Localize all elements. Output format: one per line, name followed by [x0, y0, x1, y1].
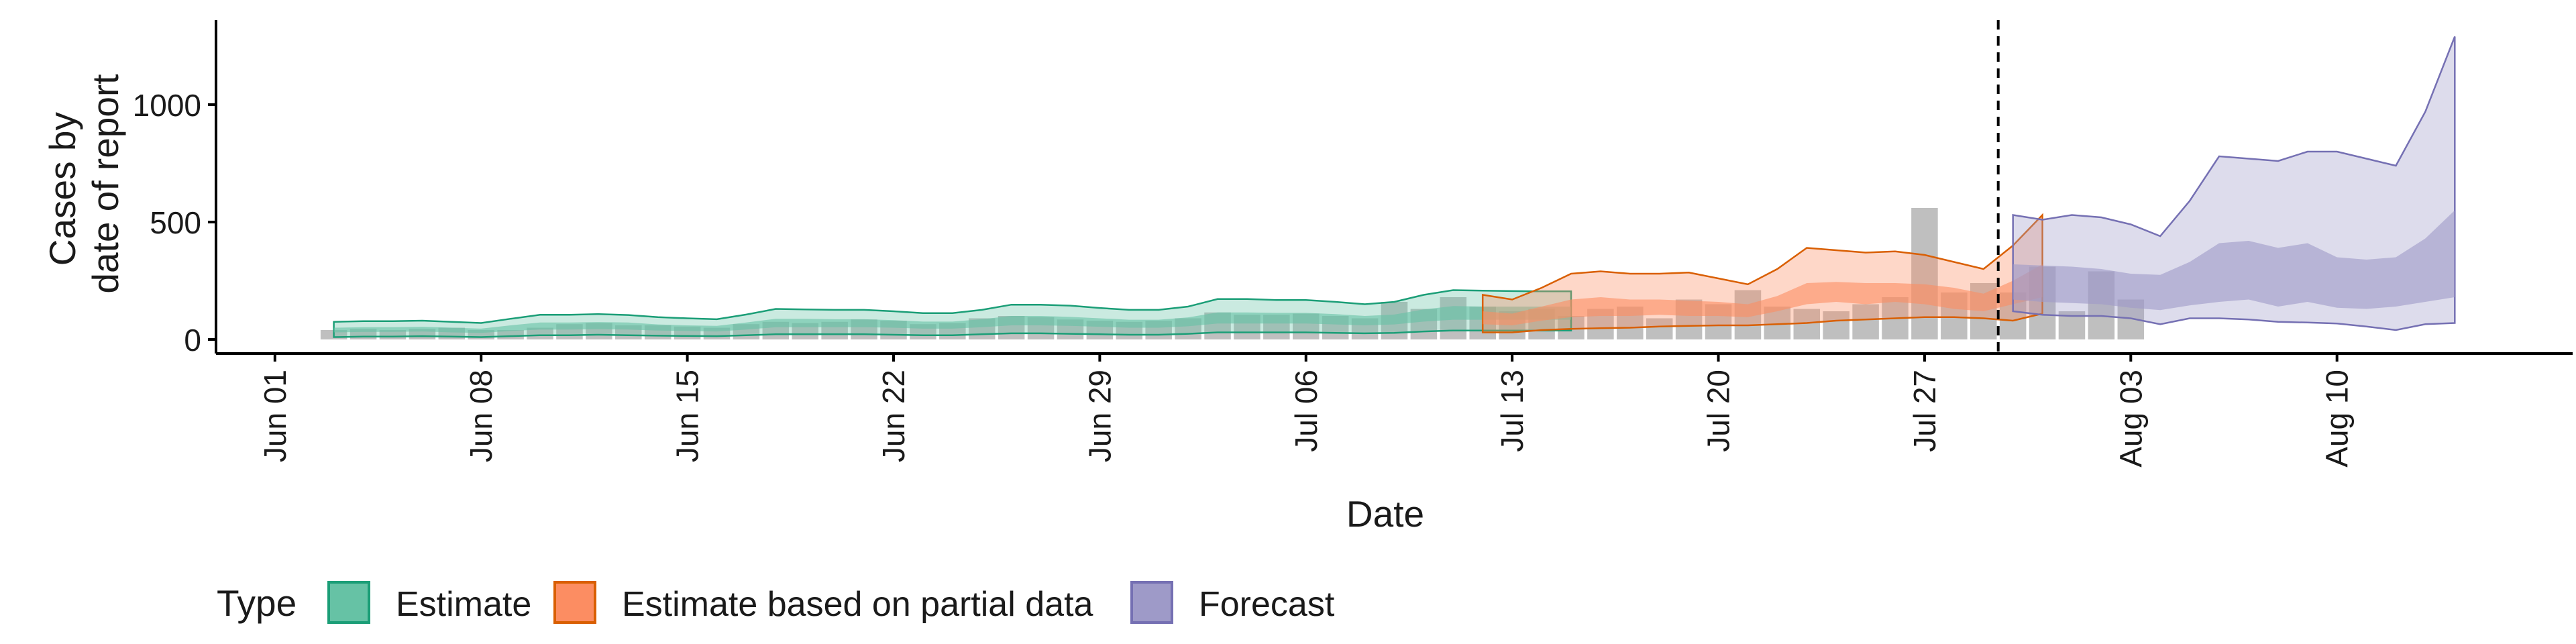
reported-cases-bar [1646, 318, 1673, 339]
forecast-ribbon-50 [2012, 210, 2455, 311]
y-tick-label: 500 [150, 205, 201, 240]
legend-key-swatch [327, 581, 370, 624]
reported-cases-bar [1852, 304, 1879, 339]
y-axis-title-line-1: Cases by [42, 112, 83, 266]
x-tick-label: Jun 15 [670, 370, 705, 462]
legend-title: Type [217, 582, 297, 624]
legend-key-swatch [1130, 581, 1173, 624]
x-axis-title: Date [1346, 493, 1424, 535]
legend: Type Estimate Estimate based on partial d… [217, 581, 1335, 624]
x-tick-label: Jun 01 [258, 370, 292, 462]
legend-item-forecast: Forecast [1130, 581, 1335, 624]
estimate-ribbon-50 [333, 306, 1572, 333]
x-tick-label: Aug 03 [2113, 370, 2148, 468]
estimate-based-on-partial-data-ribbon-50 [1483, 264, 2043, 325]
legend-label: Forecast [1199, 585, 1335, 624]
y-axis-title: Cases by date of report [42, 74, 126, 293]
legend-item-estimate: Estimate [327, 581, 531, 624]
x-tick-label: Aug 10 [2320, 370, 2355, 468]
x-tick-label: Jul 13 [1495, 370, 1529, 452]
x-ticks: Jun 01 Jun 08 Jun 15 Jun 22 Jun 29 Jul 06 Jul … [258, 354, 2355, 468]
x-tick-label: Jun 08 [464, 370, 498, 462]
legend-label: Estimate [396, 585, 531, 624]
axes [215, 20, 2573, 355]
x-tick-label: Jul 27 [1907, 370, 1942, 452]
y-ticks: 0 500 1000 [133, 88, 216, 358]
x-tick-label: Jul 20 [1701, 370, 1736, 452]
x-tick-label: Jun 22 [876, 370, 911, 462]
legend-key-swatch [553, 581, 596, 624]
reported-cases-bar [527, 327, 553, 339]
x-tick-label: Jun 29 [1082, 370, 1117, 462]
legend-label: Estimate based on partial data [622, 585, 1093, 624]
forecast-ribbon-90 [2012, 36, 2456, 331]
y-tick-label: 1000 [133, 88, 201, 123]
y-tick-label: 0 [184, 323, 201, 358]
x-tick-label: Jul 06 [1289, 370, 1324, 452]
estimate-ribbons [333, 36, 2456, 338]
reported-cases-bar [1823, 311, 1849, 339]
legend-item-estimate-based-on-partial-data: Estimate based on partial data [553, 581, 1093, 624]
legend-items: Estimate Estimate based on partial data Fo… [327, 581, 1335, 624]
y-axis-title-line-2: date of report [85, 74, 126, 293]
